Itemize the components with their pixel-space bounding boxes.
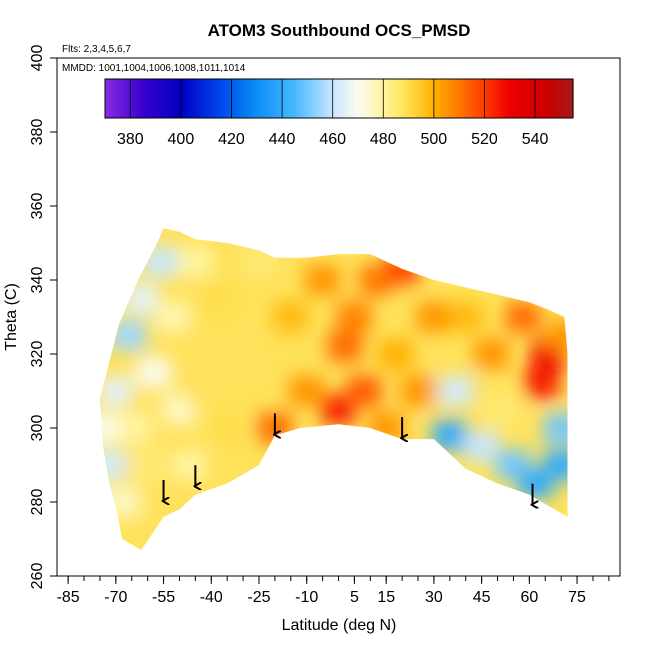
y-tick-label: 300 xyxy=(29,415,46,442)
colorbar-tick-label: 540 xyxy=(522,131,549,148)
x-tick-label: 15 xyxy=(377,589,395,606)
y-tick-label: 400 xyxy=(29,45,46,72)
x-tick-label: -25 xyxy=(247,589,270,606)
field-sample xyxy=(448,302,483,332)
field-sample xyxy=(99,450,127,480)
flights-note: Flts: 2,3,4,5,6,7 xyxy=(62,44,131,55)
colorbar-tick-label: 440 xyxy=(269,131,296,148)
y-axis: 260 280 300 320 340 360 380 400 xyxy=(29,45,57,590)
field-sample xyxy=(143,246,178,277)
field-sample xyxy=(464,431,499,462)
field-sample xyxy=(337,302,372,332)
field-sample xyxy=(172,450,206,480)
x-tick-label: -70 xyxy=(104,589,127,606)
x-tick-label: -10 xyxy=(295,589,318,606)
x-tick-label: 30 xyxy=(425,589,443,606)
field-sample xyxy=(156,302,191,332)
x-tick-label: 5 xyxy=(350,589,359,606)
x-axis: -85 -70 -55 -40 -25 -10 5 15 30 45 60 75 xyxy=(57,576,610,606)
colorbar: 380 400 420 440 460 480 500 520 540 xyxy=(104,78,574,148)
field-sample xyxy=(416,302,451,332)
y-tick-label: 280 xyxy=(29,489,46,516)
y-tick-label: 360 xyxy=(29,193,46,220)
field-sample xyxy=(544,413,568,443)
colorbar-tick-label: 460 xyxy=(319,131,346,148)
field-sample xyxy=(130,450,165,480)
field-sample xyxy=(210,413,245,443)
field-sample xyxy=(547,320,568,351)
field-sample xyxy=(178,246,213,277)
field-sample xyxy=(369,413,404,443)
field-sample xyxy=(346,376,381,406)
field-sample xyxy=(305,265,340,295)
colorbar-tick-label: 520 xyxy=(471,131,498,148)
field-sample xyxy=(111,320,146,351)
y-axis-label: Theta (C) xyxy=(3,283,20,351)
field-sample xyxy=(525,368,560,399)
field-sample xyxy=(378,339,413,369)
field-sample xyxy=(432,420,467,451)
colorbar-tick-label: 480 xyxy=(370,131,397,148)
field-sample xyxy=(385,253,420,284)
field-sample xyxy=(289,376,324,406)
field-sample xyxy=(486,394,521,425)
colorbar-frame xyxy=(104,78,574,119)
x-tick-label: -55 xyxy=(152,589,175,606)
colorbar-tick-label: 400 xyxy=(168,131,195,148)
x-tick-label: 60 xyxy=(520,589,538,606)
y-tick-label: 260 xyxy=(29,563,46,590)
x-tick-label: -40 xyxy=(200,589,223,606)
colorbar-tick-label: 500 xyxy=(421,131,448,148)
field-sample xyxy=(506,302,540,332)
y-tick-label: 320 xyxy=(29,341,46,368)
y-tick-label: 380 xyxy=(29,119,46,146)
field-sample xyxy=(327,331,362,362)
field-sample xyxy=(544,450,568,480)
flight-arrows xyxy=(164,413,533,504)
field-sample xyxy=(187,376,222,406)
x-tick-label: 75 xyxy=(568,589,586,606)
field-sample xyxy=(401,376,435,406)
colorbar-tick-label: 380 xyxy=(117,131,144,148)
field-sample xyxy=(117,413,152,443)
field-sample xyxy=(99,376,133,406)
field-sample xyxy=(124,283,159,314)
chart-title: ATOM3 Southbound OCS_PMSD xyxy=(208,21,471,40)
x-tick-label: 45 xyxy=(473,589,491,606)
x-axis-label: Latitude (deg N) xyxy=(282,617,397,634)
field-sample xyxy=(439,376,474,406)
colorbar-tick-label: 420 xyxy=(218,131,245,148)
field-sample xyxy=(242,246,276,277)
field-sample xyxy=(105,487,140,517)
field-sample xyxy=(99,413,121,443)
field-sample xyxy=(226,339,261,369)
field-sample xyxy=(273,302,308,332)
field-sample xyxy=(137,357,171,388)
x-tick-label: -85 xyxy=(57,589,80,606)
field-sample xyxy=(200,283,235,314)
field-sample xyxy=(474,339,509,369)
y-tick-label: 340 xyxy=(29,267,46,294)
mmdd-note: MMDD: 1001,1004,1006,1008,1011,1014 xyxy=(62,63,246,74)
